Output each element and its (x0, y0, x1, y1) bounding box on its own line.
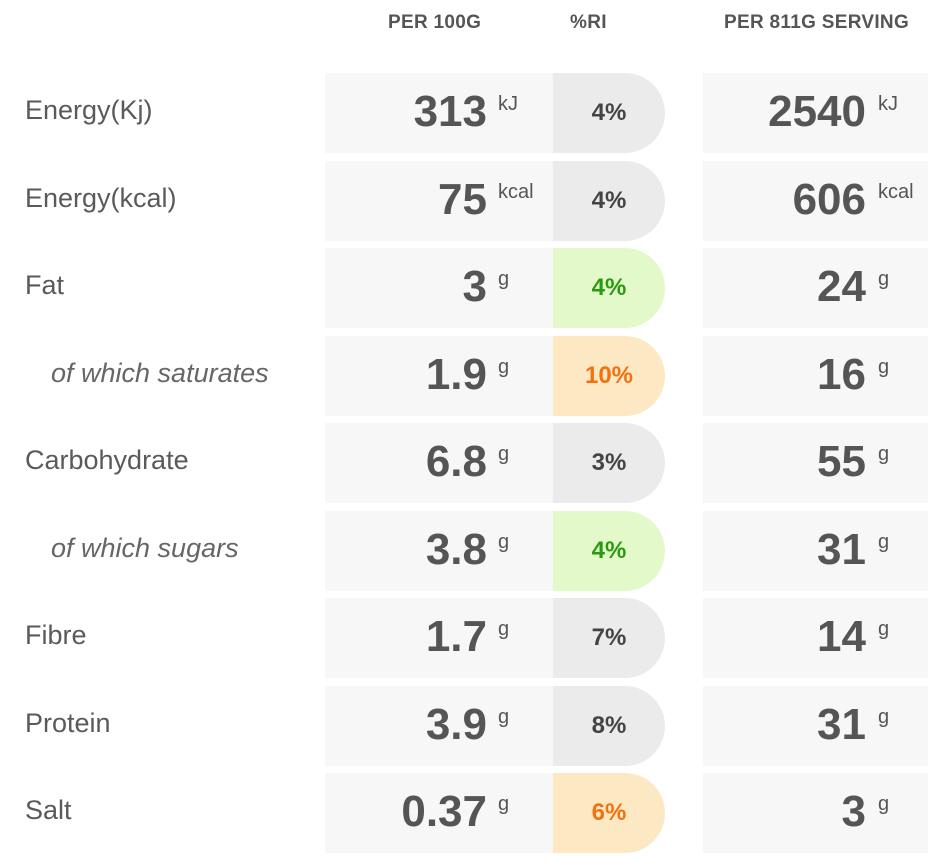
nutrition-table: Energy(Kj) 313 kJ 4% 2540 kJ Energy(kcal) 75 kca… (0, 73, 928, 861)
nutrient-label: Salt (25, 795, 72, 825)
nutrient-label: Carbohydrate (25, 445, 189, 475)
per-serving-unit: g (878, 793, 890, 815)
per-serving-value: 2540 (768, 87, 866, 136)
per-100g-cell: 3.8 g (325, 510, 553, 591)
per-100g-value: 1.9 (425, 349, 487, 399)
per-100g-unit: kcal (498, 180, 534, 203)
per-serving-value: 3 (841, 787, 866, 836)
per-serving-value: 55 (817, 437, 866, 486)
ri-badge: 4% (553, 510, 665, 591)
per-serving-value: 24 (817, 262, 866, 311)
per-100g-unit: g (498, 705, 510, 728)
per-100g-unit: kJ (498, 93, 518, 115)
nutrient-label: of which sugars (51, 532, 239, 563)
nutrition-row: Energy(kcal) 75 kcal 4% 606 kcal (0, 160, 928, 241)
per-serving-cell: 2540 kJ (703, 73, 928, 153)
nutrient-label: Protein (25, 707, 111, 738)
ri-badge: 4% (553, 248, 665, 328)
per-100g-value: 3.9 (425, 699, 487, 749)
nutrition-row: Carbohydrate 6.8 g 3% 55 g (0, 423, 928, 503)
ri-badge: 4% (553, 160, 665, 241)
per-100g-value: 3 (462, 262, 487, 311)
header-ri: %RI (570, 12, 607, 33)
per-100g-unit: g (498, 443, 510, 465)
nutrition-row: of which saturates 1.9 g 10% 16 g (0, 335, 928, 416)
per-100g-value: 3.8 (425, 524, 487, 574)
nutrition-row: Fibre 1.7 g 7% 14 g (0, 598, 928, 678)
ri-badge: 7% (553, 598, 665, 678)
nutrient-label: Fibre (25, 620, 87, 650)
per-serving-value: 14 (817, 612, 866, 661)
per-100g-cell: 1.9 g (325, 335, 553, 416)
per-100g-unit: g (498, 793, 510, 815)
per-serving-cell: 24 g (703, 248, 928, 328)
per-serving-cell: 55 g (703, 423, 928, 503)
per-100g-cell: 6.8 g (325, 423, 553, 503)
per-serving-value: 16 (817, 349, 866, 399)
header-per-serving: PER 811G SERVING (724, 12, 910, 33)
per-100g-cell: 1.7 g (325, 598, 553, 678)
nutrition-row: Fat 3 g 4% 24 g (0, 248, 928, 328)
per-100g-value: 75 (438, 174, 487, 224)
per-100g-value: 6.8 (425, 437, 487, 486)
nutrient-label: Energy(kcal) (25, 182, 177, 213)
ri-badge: 6% (553, 773, 665, 853)
per-100g-cell: 0.37 g (325, 773, 553, 853)
nutrition-row: Energy(Kj) 313 kJ 4% 2540 kJ (0, 73, 928, 153)
per-serving-value: 606 (792, 174, 866, 224)
per-100g-unit: g (498, 530, 510, 553)
per-serving-cell: 16 g (703, 335, 928, 416)
per-serving-value: 31 (817, 524, 866, 574)
per-100g-value: 313 (413, 87, 487, 136)
per-serving-unit: g (878, 530, 890, 553)
per-serving-cell: 31 g (703, 510, 928, 591)
per-serving-unit: g (878, 443, 890, 465)
ri-badge: 8% (553, 685, 665, 766)
per-serving-cell: 606 kcal (703, 160, 928, 241)
per-100g-unit: g (498, 618, 510, 640)
per-serving-unit: kcal (878, 180, 914, 203)
per-serving-cell: 31 g (703, 685, 928, 766)
ri-badge: 3% (553, 423, 665, 503)
per-serving-unit: kJ (878, 93, 898, 115)
nutrition-row: Salt 0.37 g 6% 3 g (0, 773, 928, 853)
per-serving-cell: 14 g (703, 598, 928, 678)
per-serving-unit: g (878, 355, 890, 378)
per-serving-value: 31 (817, 699, 866, 749)
per-100g-value: 1.7 (425, 612, 487, 661)
nutrition-row: of which sugars 3.8 g 4% 31 g (0, 510, 928, 591)
nutrient-label: Energy(Kj) (25, 95, 153, 125)
per-100g-cell: 313 kJ (325, 73, 553, 153)
per-serving-unit: g (878, 618, 890, 640)
per-100g-cell: 3.9 g (325, 685, 553, 766)
per-100g-unit: g (498, 355, 510, 378)
nutrient-label: Fat (25, 270, 65, 300)
per-100g-value: 0.37 (401, 787, 487, 836)
per-100g-unit: g (498, 268, 510, 290)
ri-badge: 4% (553, 73, 665, 153)
ri-badge: 10% (553, 335, 665, 416)
nutrient-label: of which saturates (51, 357, 269, 388)
per-serving-unit: g (878, 268, 890, 290)
nutrition-row: Protein 3.9 g 8% 31 g (0, 685, 928, 766)
per-100g-cell: 75 kcal (325, 160, 553, 241)
header-per-100g: PER 100G (388, 12, 482, 33)
per-serving-unit: g (878, 705, 890, 728)
